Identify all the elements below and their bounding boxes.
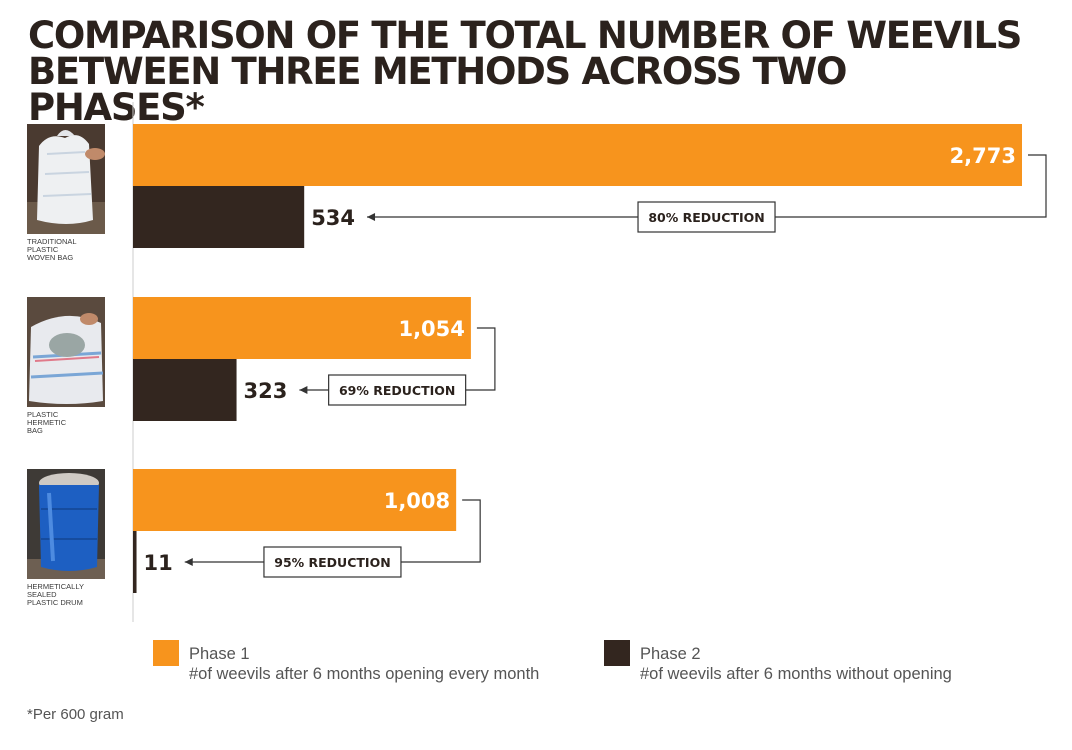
reduction-arrowhead: [299, 386, 308, 394]
data-label-phase-1: 1,008: [384, 489, 450, 513]
bar-phase-2: [133, 186, 305, 248]
data-label-phase-1: 2,773: [950, 144, 1016, 168]
chart-title: COMPARISON OF THE TOTAL NUMBER OF WEEVIL…: [28, 14, 1028, 129]
reduction-arrowhead: [367, 213, 376, 221]
hermetic-bag-photo: [27, 297, 105, 407]
data-label-phase-2: 323: [244, 379, 288, 403]
reduction-label: 80% REDUCTION: [648, 210, 764, 225]
legend-swatch-phase-1: [153, 640, 179, 666]
woven-bag-photo: [27, 124, 105, 234]
reduction-box: [328, 374, 467, 406]
plastic-drum-photo: [27, 469, 105, 579]
legend-label-phase-1: Phase 1: [189, 645, 250, 663]
legend-label-phase-2: Phase 2: [640, 645, 701, 663]
category-label-hermetic-bag: PLASTIC HERMETIC BAG: [27, 410, 67, 435]
bar-phase-1: [133, 469, 457, 531]
reduction-box: [263, 546, 402, 578]
data-label-phase-1: 1,054: [398, 317, 464, 341]
reduction-box: [637, 201, 776, 233]
bar-phase-2: [133, 531, 137, 593]
bar-phase-1: [133, 124, 1022, 186]
data-label-phase-2: 11: [144, 551, 173, 575]
footnote: *Per 600 gram: [27, 706, 124, 723]
data-label-phase-2: 534: [311, 206, 355, 230]
chart-title-line-1: COMPARISON OF THE TOTAL NUMBER OF WEEVIL…: [28, 14, 1022, 57]
reduction-label: 95% REDUCTION: [274, 555, 390, 570]
bar-phase-1: [133, 297, 471, 359]
legend-swatch-phase-2: [604, 640, 630, 666]
chart-title-line-2: BETWEEN THREE METHODS ACROSS TWO PHASES*: [28, 50, 848, 129]
legend-desc-phase-2: #of weevils after 6 months without openi…: [640, 665, 952, 683]
reduction-label: 69% REDUCTION: [339, 383, 455, 398]
category-label-plastic-drum: HERMETICALLY SEALED PLASTIC DRUM: [27, 582, 84, 607]
legend-desc-phase-1: #of weevils after 6 months opening every…: [189, 665, 540, 683]
bar-phase-2: [133, 359, 237, 421]
reduction-arrowhead: [184, 558, 193, 566]
bar-chart: 2,773 534 80% REDUCTION 1,054 323 69% REDUCTI…: [132, 102, 1047, 622]
category-label-woven-bag: TRADITIONAL PLASTIC WOVEN BAG: [27, 237, 77, 262]
